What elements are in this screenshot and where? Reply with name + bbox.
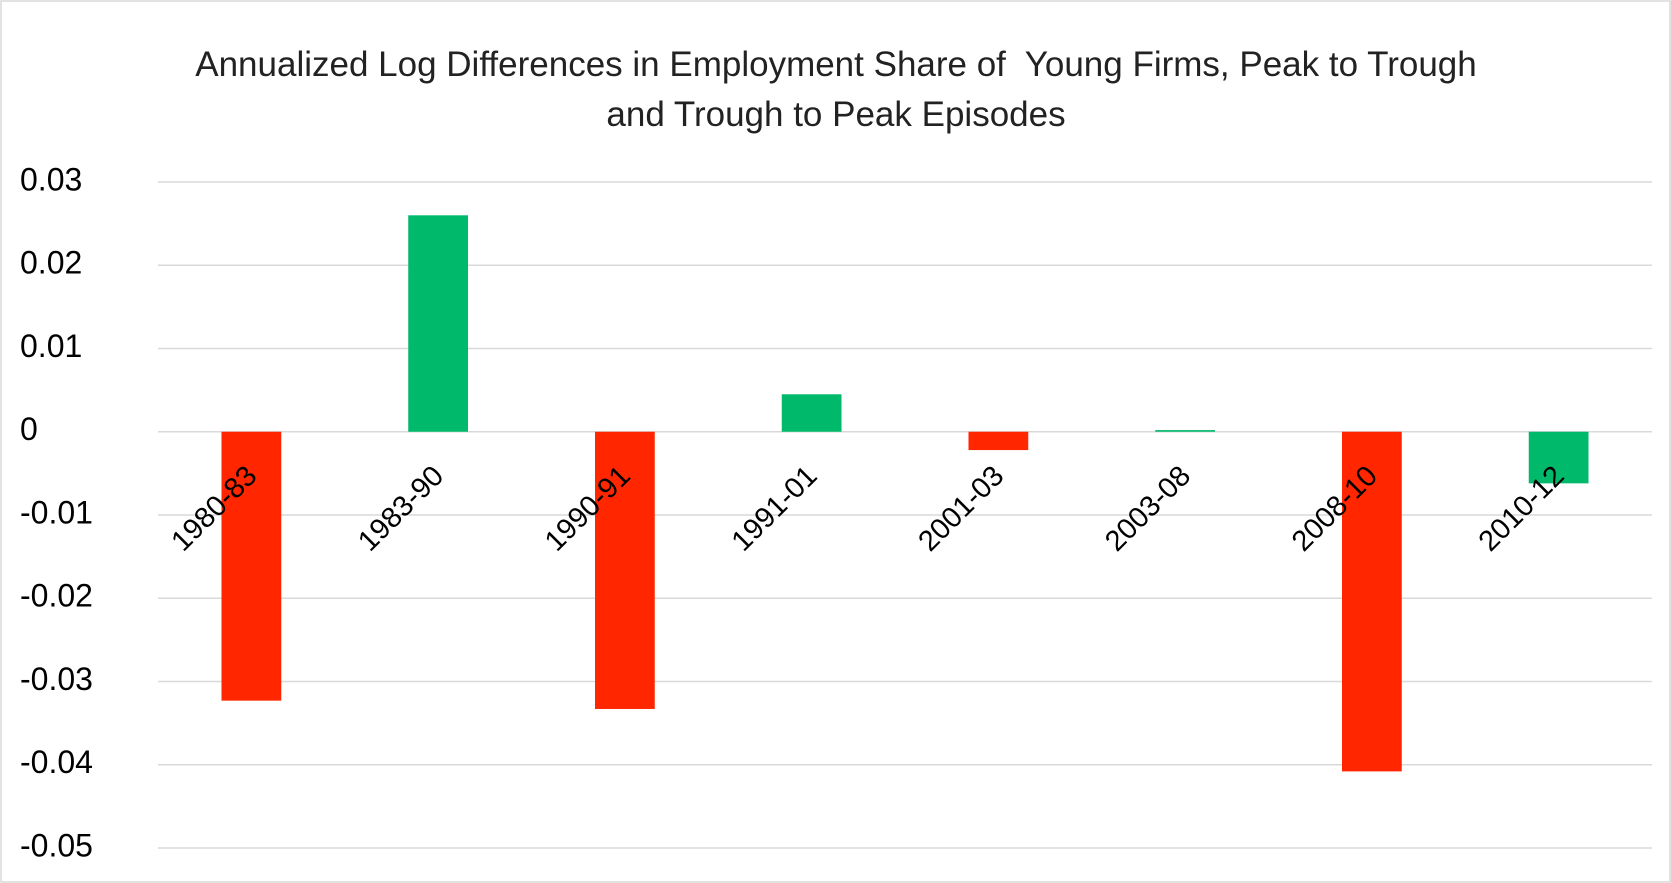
y-tick-label: -0.02 — [20, 578, 93, 614]
bar — [221, 431, 282, 701]
y-tick-label: 0 — [20, 411, 38, 447]
y-tick-label: 0.01 — [20, 328, 82, 364]
bar — [408, 215, 469, 432]
bar — [968, 431, 1029, 451]
bar — [781, 394, 842, 432]
y-tick-label: 0.02 — [20, 245, 82, 281]
y-tick-label: -0.03 — [20, 661, 93, 697]
x-tick-label: 2001-03 — [912, 460, 1010, 558]
y-tick-label: -0.04 — [20, 744, 93, 780]
bar — [1528, 431, 1589, 484]
x-tick-label: 2003-08 — [1099, 460, 1197, 558]
y-tick-label: -0.01 — [20, 494, 93, 530]
chart-title: Annualized Log Differences in Employment… — [195, 45, 1487, 134]
y-tick-label: 0.03 — [20, 161, 82, 197]
y-tick-label: -0.05 — [20, 827, 93, 863]
x-tick-label: 2010-12 — [1473, 460, 1571, 558]
bar — [1341, 431, 1402, 772]
bar — [1155, 430, 1216, 432]
x-tick-label: 1991-01 — [726, 460, 824, 558]
bar — [594, 431, 655, 709]
x-tick-label: 1983-90 — [352, 460, 450, 558]
